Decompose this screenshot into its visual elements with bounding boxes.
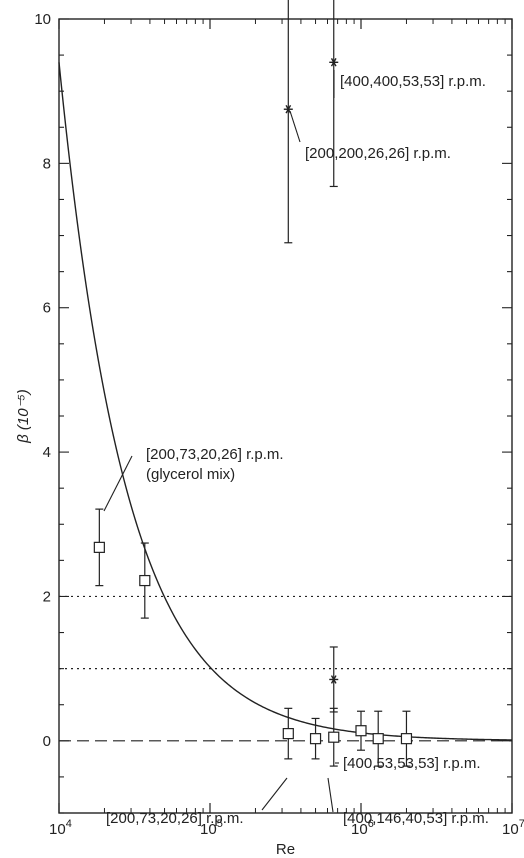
square-marker (139, 574, 151, 587)
y-tick-label: 8 (43, 155, 51, 172)
annotation-leaders (103, 70, 339, 813)
y-tick-label: 2 (43, 588, 51, 605)
x-tick-base: 10 (200, 821, 217, 838)
reference-lines (59, 595, 512, 742)
square-marker (93, 541, 105, 553)
y-axis-label: β (10⁻⁵) (15, 389, 32, 444)
square-marker (282, 727, 294, 740)
plot-frame (58, 18, 513, 814)
annotation-line: [400,146,40,53] r.p.m. (343, 810, 489, 827)
leader-line (103, 455, 133, 512)
leader-line (261, 777, 288, 811)
x-tick-exponent: 4 (66, 818, 72, 830)
error-bars (95, 0, 411, 767)
y-axis-ticks: 0 2 4 6 8 10 (34, 11, 512, 814)
annotation-label: [200,73,20,26] r.p.m. (106, 810, 244, 827)
x-tick-exponent: 5 (217, 818, 223, 830)
square-marker (309, 733, 322, 745)
asterisk-marker (329, 675, 339, 684)
y-tick-label: 10 (34, 11, 51, 28)
x-tick-exponent: 7 (519, 818, 524, 830)
annotation-line: [400,53,53,53] r.p.m. (343, 755, 481, 772)
annotation-label: [400,53,53,53] r.p.m. (343, 755, 481, 772)
x-tick-label: 104 (49, 818, 72, 838)
annotations: [400,400,53,53] r.p.m. [200,200,26,26] r.… (106, 73, 489, 827)
square-marker (328, 731, 340, 743)
leader-line (327, 777, 334, 813)
fit-curve (58, 62, 513, 741)
annotation-label: [400,146,40,53] r.p.m. (343, 810, 489, 827)
leader-line (289, 110, 301, 143)
y-tick-label: 0 (43, 733, 51, 750)
asterisk-marker (329, 58, 339, 67)
x-axis-ticks: 104 105 106 107 (49, 19, 524, 838)
annotation-line: [200,200,26,26] r.p.m. (305, 145, 451, 162)
square-marker (372, 733, 384, 745)
x-tick-base: 10 (49, 821, 66, 838)
annotation-label: [400,400,53,53] r.p.m. (340, 73, 486, 90)
annotation-line: [200,73,20,26] r.p.m. (146, 446, 284, 463)
x-tick-base: 10 (502, 821, 519, 838)
x-tick-label: 107 (502, 818, 524, 838)
annotation-line: [400,400,53,53] r.p.m. (340, 73, 486, 90)
x-tick-base: 10 (351, 821, 368, 838)
asterisk-stroke (330, 675, 337, 684)
y-tick-label: 6 (43, 300, 51, 317)
data-markers (93, 58, 413, 745)
x-tick-exponent: 6 (368, 818, 374, 830)
annotation-label: [200,200,26,26] r.p.m. (305, 145, 451, 162)
x-axis-label: Re (276, 841, 295, 858)
x-tick-label: 106 (351, 818, 374, 838)
y-tick-label: 4 (43, 444, 51, 461)
annotation-label: [200,73,20,26] r.p.m. (glycerol mix) (146, 446, 284, 483)
x-tick-label: 105 (200, 818, 223, 838)
square-marker (355, 725, 367, 737)
square-marker (400, 733, 413, 745)
annotation-line: [200,73,20,26] r.p.m. (106, 810, 244, 827)
asterisk-stroke (285, 104, 292, 114)
asterisk-stroke (330, 58, 337, 67)
annotation-line: (glycerol mix) (146, 466, 235, 483)
